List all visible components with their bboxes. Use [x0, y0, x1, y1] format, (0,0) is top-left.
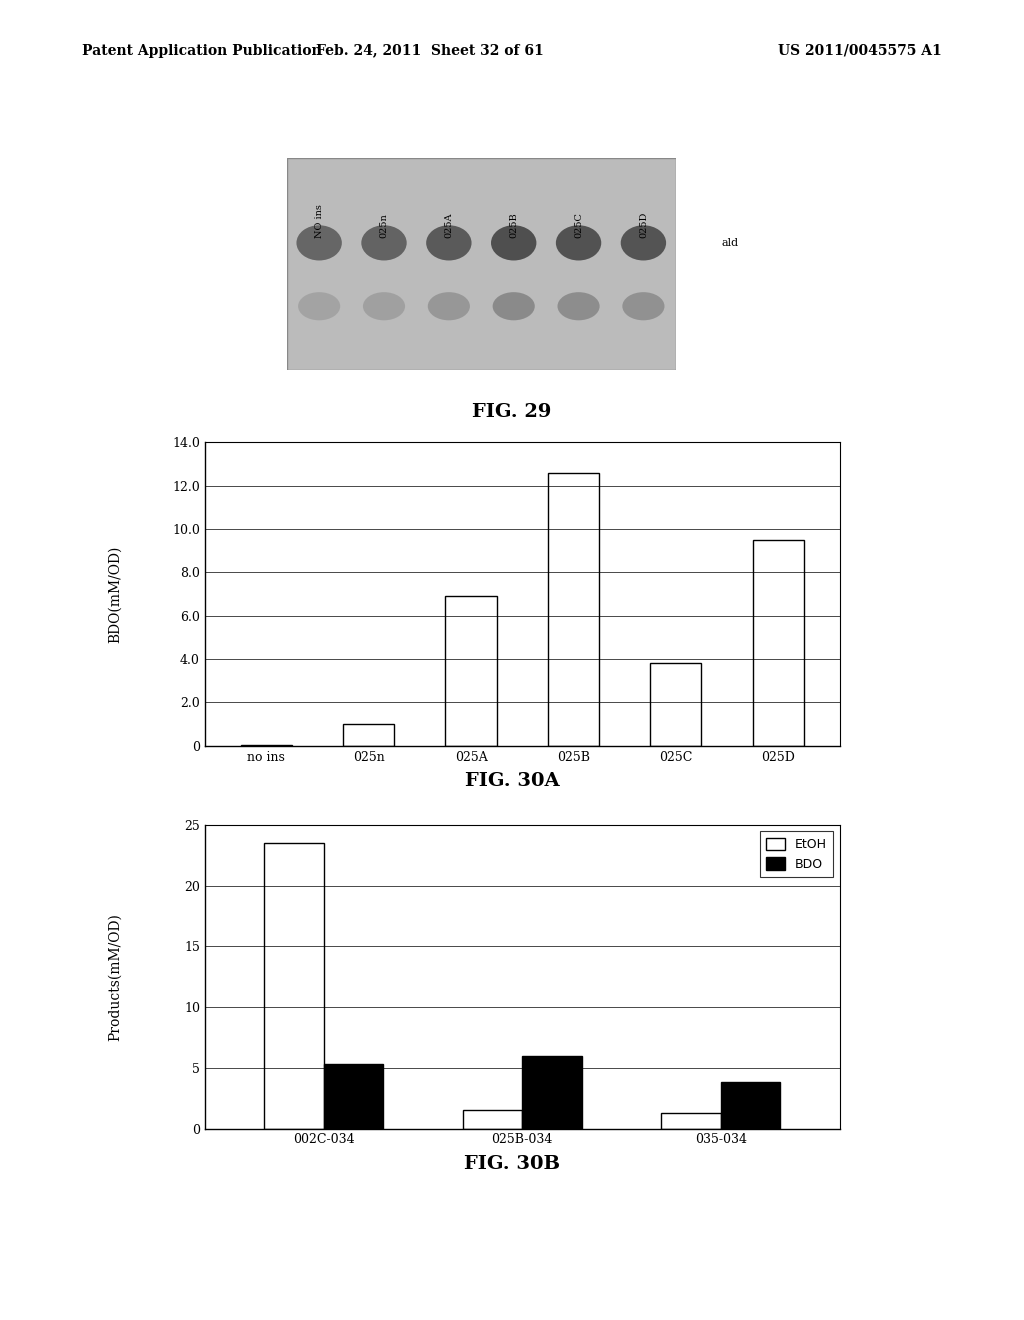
Ellipse shape — [298, 292, 340, 321]
Ellipse shape — [492, 226, 537, 260]
Y-axis label: BDO(mM/OD): BDO(mM/OD) — [109, 545, 122, 643]
Legend: EtOH, BDO: EtOH, BDO — [760, 832, 834, 878]
Text: FIG. 29: FIG. 29 — [472, 403, 552, 421]
Ellipse shape — [426, 226, 472, 260]
Bar — [721, 1082, 780, 1129]
Bar — [753, 540, 804, 746]
Text: NO ins: NO ins — [314, 203, 324, 238]
Y-axis label: Products(mM/OD): Products(mM/OD) — [109, 913, 122, 1040]
Bar — [662, 1113, 721, 1129]
Ellipse shape — [361, 226, 407, 260]
Ellipse shape — [362, 292, 406, 321]
Text: Patent Application Publication: Patent Application Publication — [82, 44, 322, 58]
Text: Feb. 24, 2011  Sheet 32 of 61: Feb. 24, 2011 Sheet 32 of 61 — [316, 44, 544, 58]
Text: US 2011/0045575 A1: US 2011/0045575 A1 — [778, 44, 942, 58]
Text: 025A: 025A — [444, 213, 454, 238]
Bar — [264, 843, 324, 1129]
Bar — [650, 664, 701, 746]
Text: FIG. 30A: FIG. 30A — [465, 772, 559, 791]
Ellipse shape — [556, 226, 601, 260]
Text: 025C: 025C — [574, 211, 583, 238]
Text: ald: ald — [721, 238, 738, 248]
Bar — [463, 1110, 522, 1129]
FancyBboxPatch shape — [287, 158, 676, 370]
Ellipse shape — [428, 292, 470, 321]
Ellipse shape — [297, 226, 342, 260]
Ellipse shape — [623, 292, 665, 321]
Ellipse shape — [557, 292, 600, 321]
Bar — [522, 1056, 582, 1129]
Bar — [445, 597, 497, 746]
Ellipse shape — [621, 226, 666, 260]
Bar — [343, 725, 394, 746]
Text: 025B: 025B — [509, 211, 518, 238]
Bar — [324, 1064, 383, 1129]
Text: FIG. 30B: FIG. 30B — [464, 1155, 560, 1173]
Ellipse shape — [493, 292, 535, 321]
Text: 025D: 025D — [639, 211, 648, 238]
Bar — [548, 473, 599, 746]
Text: 025n: 025n — [380, 213, 388, 238]
